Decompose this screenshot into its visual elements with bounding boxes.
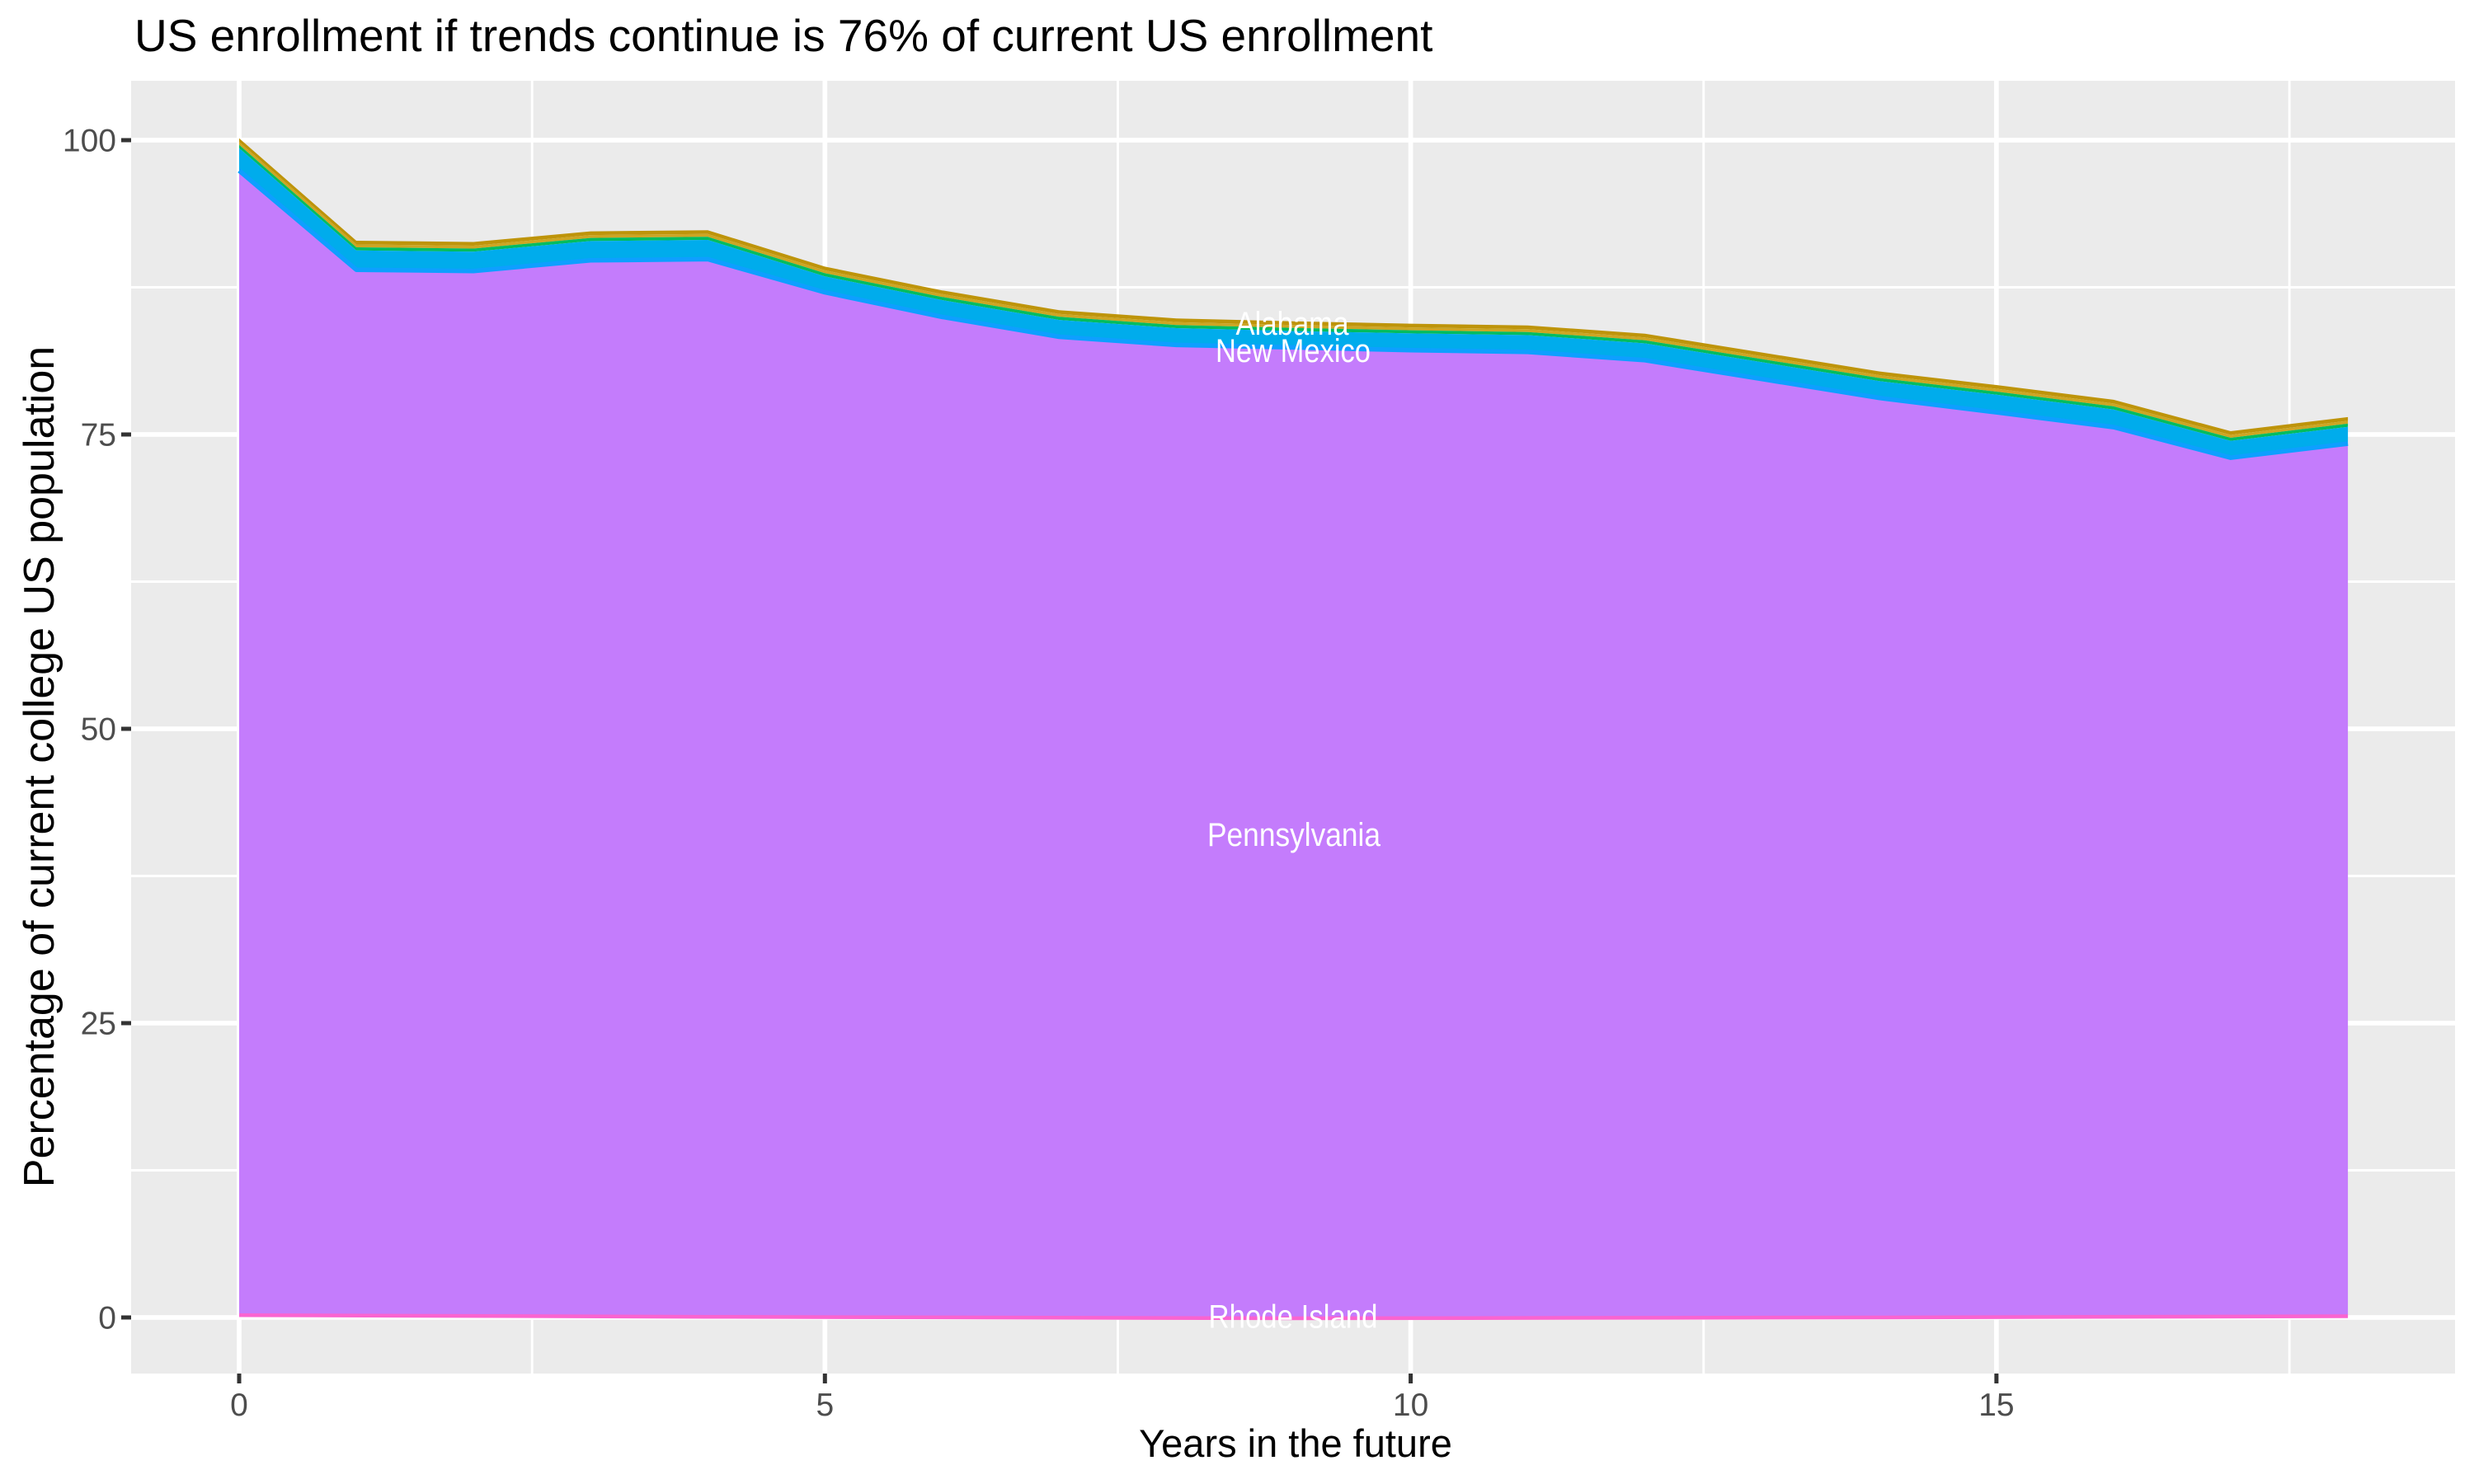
svg-text:5: 5	[816, 1388, 834, 1423]
svg-text:Pennsylvania: Pennsylvania	[1207, 817, 1381, 853]
svg-text:Rhode Island: Rhode Island	[1209, 1299, 1378, 1336]
svg-text:Percentage of current college: Percentage of current college US populat…	[16, 346, 63, 1187]
svg-text:0: 0	[230, 1388, 248, 1423]
svg-text:Alabama: Alabama	[1236, 306, 1350, 342]
svg-text:10: 10	[1393, 1388, 1428, 1423]
svg-text:50: 50	[81, 712, 116, 748]
svg-text:25: 25	[81, 1007, 116, 1042]
svg-text:US enrollment if trends contin: US enrollment if trends continue is 76% …	[134, 10, 1432, 61]
svg-text:100: 100	[63, 124, 116, 159]
svg-text:Years in the future: Years in the future	[1139, 1421, 1452, 1465]
svg-text:New Mexico: New Mexico	[1216, 333, 1371, 369]
svg-text:0: 0	[98, 1301, 116, 1336]
svg-text:15: 15	[1978, 1388, 2014, 1423]
svg-text:75: 75	[81, 418, 116, 453]
